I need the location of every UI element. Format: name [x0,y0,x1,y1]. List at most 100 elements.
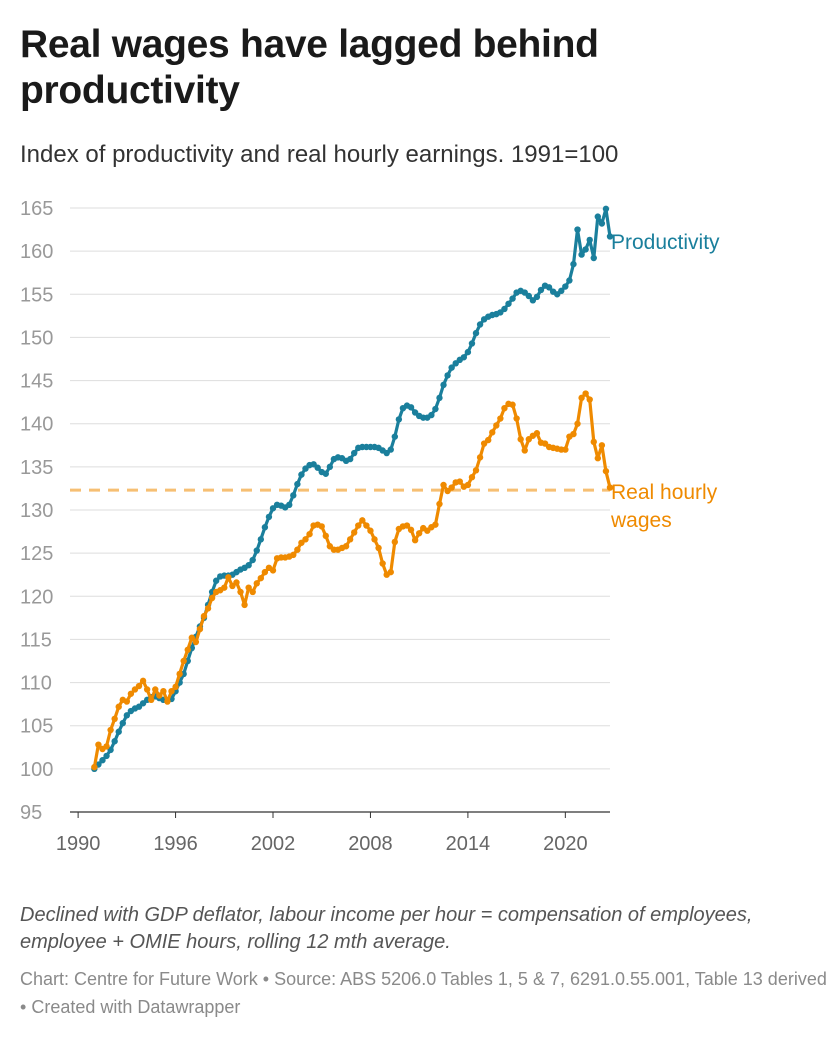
y-tick-label: 100 [20,759,53,781]
productivity-point [468,340,476,347]
wages-point [606,484,614,491]
productivity-point [566,277,573,284]
wages-point [375,544,382,552]
wages-point [440,481,447,489]
wages-point [346,536,354,543]
wages-point [204,605,212,612]
wages-point [342,543,350,550]
y-tick-label: 150 [20,327,53,349]
productivity-point [533,293,541,301]
wages-point [509,401,516,408]
wages-point [456,478,463,485]
wages-point [208,594,216,602]
wages-point [533,430,541,437]
y-tick-label: 115 [20,629,52,651]
wages-point [294,546,301,553]
productivity-point [346,455,354,463]
footer-source: Source: ABS 5206.0 Tables 1, 5 & 7, 6291… [274,969,827,989]
productivity-point [570,260,577,268]
wages-point [594,455,602,462]
productivity-point [326,463,334,471]
wages-point [168,688,175,695]
productivity-point [395,416,403,423]
y-tick-label: 135 [20,457,53,479]
productivity-point [582,246,589,253]
wages-point [582,390,589,397]
wages-point [521,447,528,454]
productivity-point [525,292,532,300]
wages-point [574,420,581,427]
x-tick-label: 2020 [543,833,588,855]
productivity-point [606,233,614,240]
productivity-point [509,295,516,302]
wages-point [160,688,167,695]
wages-label: Real hourly wages [610,481,718,532]
productivity-point [505,300,512,307]
productivity-point [448,364,455,371]
wages-point [253,580,260,587]
wages-point [111,715,118,723]
y-tick-label: 145 [20,371,53,393]
productivity-point [444,372,451,379]
productivity-point [261,524,269,531]
productivity-point [598,220,606,227]
wages-label-line: Real hourly [611,481,718,504]
wages-point [237,588,244,596]
wages-point [493,422,500,429]
wages-point [164,698,171,705]
productivity-point [602,205,610,213]
wages-point [91,763,98,771]
wages-point [103,743,110,750]
productivity-point [537,286,545,294]
productivity-point [249,556,256,564]
series-labels: Productivity Real hourly wages [610,231,720,532]
wages-point [188,634,196,641]
wages-point [172,683,179,691]
productivity-point [115,728,122,735]
productivity-point [99,757,106,764]
chart-footer: Chart: Centre for Future Work • Source: … [20,965,830,1021]
wages-point [367,527,374,534]
productivity-point [578,251,585,258]
x-tick-label: 2008 [348,833,393,855]
y-tick-label: 120 [20,586,53,608]
productivity-point [562,283,569,290]
productivity-point [298,471,305,478]
productivity-point [351,449,358,457]
productivity-point [432,405,439,413]
wages-point [184,646,191,653]
footer-credit: Chart: Centre for Future Work [20,969,258,989]
grid-lines [70,207,610,813]
x-tick-label: 1996 [153,833,198,855]
wages-point [355,522,362,529]
productivity-point [103,752,110,760]
productivity-point [123,712,131,719]
wages-point [302,536,309,543]
productivity-point [322,470,329,477]
productivity-point [586,236,593,244]
wages-point [200,612,208,620]
wages-point [448,484,455,491]
productivity-point [545,284,553,291]
y-tick-label: 160 [20,241,53,263]
wages-point [148,696,155,704]
wages-point [245,584,252,591]
wages-point [322,532,329,540]
y-tick-label: 130 [20,500,53,522]
productivity-point [253,547,260,554]
wages-point [432,521,439,528]
y-tick-label: 95 [20,802,42,824]
wages-point [127,690,135,697]
wages-point [269,567,277,574]
productivity-point [436,394,443,402]
productivity-point [590,254,597,262]
wages-point [249,588,256,596]
wages-point [602,467,610,475]
chart-title: Real wages have lagged behind productivi… [20,23,599,112]
wages-point [513,415,520,422]
wages-point [135,682,143,690]
wages-point [468,474,476,481]
wages-point [318,523,325,530]
wages-point [359,517,366,524]
